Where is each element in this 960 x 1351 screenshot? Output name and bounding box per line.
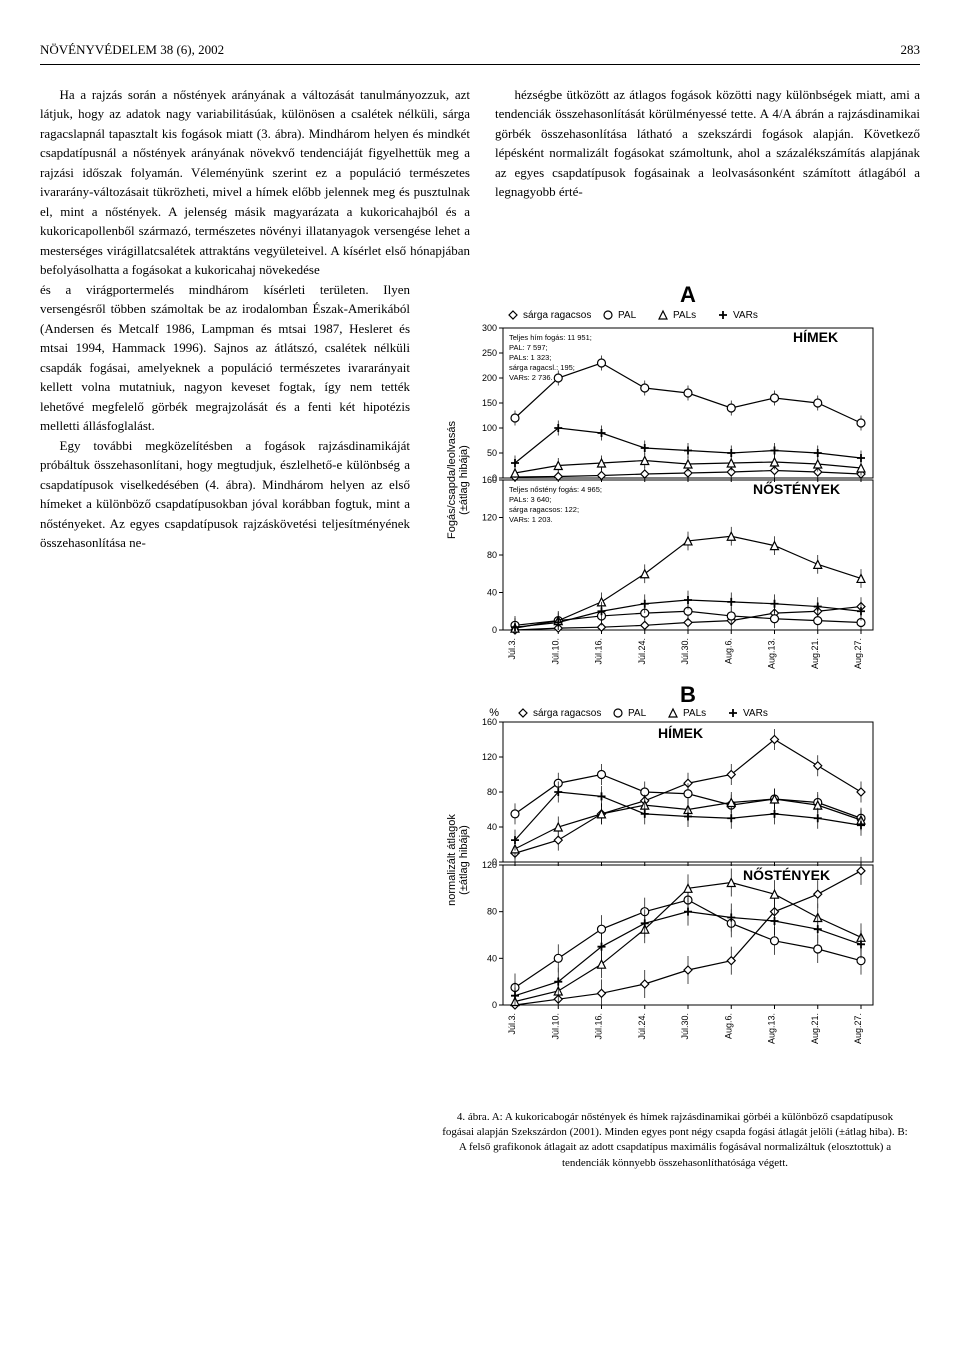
- svg-text:VARs: VARs: [743, 708, 768, 719]
- svg-text:normalizált átlagok: normalizált átlagok: [446, 813, 458, 905]
- journal-title: NÖVÉNYVÉDELEM 38 (6), 2002: [40, 40, 224, 60]
- svg-text:120: 120: [482, 752, 497, 762]
- svg-text:(±átlag hibája): (±átlag hibája): [458, 445, 470, 515]
- svg-text:sárga ragacsos: sárga ragacsos: [533, 708, 601, 719]
- svg-text:PALs: 1 323;: PALs: 1 323;: [509, 353, 551, 362]
- svg-text:50: 50: [487, 448, 497, 458]
- svg-text:160: 160: [482, 717, 497, 727]
- svg-text:sárga ragacsl.: 195;: sárga ragacsl.: 195;: [509, 363, 575, 372]
- svg-text:120: 120: [482, 860, 497, 870]
- top-left-text: Ha a rajzás során a nőstények arányának …: [40, 85, 470, 280]
- svg-text:PAL: 7 597;: PAL: 7 597;: [509, 343, 548, 352]
- svg-text:40: 40: [487, 587, 497, 597]
- svg-text:PAL: PAL: [618, 310, 637, 321]
- svg-text:Aug.27.: Aug.27.: [853, 638, 863, 669]
- figure-caption: 4. ábra. A: A kukoricabogár nőstények és…: [430, 1110, 920, 1172]
- svg-text:sárga ragacsos: 122;: sárga ragacsos: 122;: [509, 505, 579, 514]
- svg-text:0: 0: [492, 625, 497, 635]
- svg-text:Aug.6.: Aug.6.: [723, 638, 733, 664]
- svg-text:VARs: 2 736.: VARs: 2 736.: [509, 373, 553, 382]
- svg-text:Aug.21.: Aug.21.: [810, 638, 820, 669]
- svg-text:80: 80: [487, 550, 497, 560]
- body-text-column: és a virágportermelés mindhárom kísérlet…: [40, 280, 410, 1172]
- svg-text:80: 80: [487, 787, 497, 797]
- svg-text:40: 40: [487, 822, 497, 832]
- svg-text:Júl.10.: Júl.10.: [550, 1013, 560, 1040]
- svg-text:Aug.6.: Aug.6.: [723, 1013, 733, 1039]
- svg-text:Júl.24.: Júl.24.: [637, 1013, 647, 1040]
- svg-text:Júl.30.: Júl.30.: [680, 1013, 690, 1040]
- svg-text:Aug.27.: Aug.27.: [853, 1013, 863, 1044]
- svg-text:HÍMEK: HÍMEK: [658, 725, 703, 741]
- svg-text:150: 150: [482, 398, 497, 408]
- svg-text:sárga ragacsos: sárga ragacsos: [523, 310, 591, 321]
- svg-text:PALs: PALs: [683, 708, 706, 719]
- svg-text:Júl.16.: Júl.16.: [594, 638, 604, 665]
- svg-text:40: 40: [487, 953, 497, 963]
- svg-text:NŐSTÉNYEK: NŐSTÉNYEK: [743, 866, 830, 883]
- svg-text:Júl.3.: Júl.3.: [507, 1013, 517, 1035]
- svg-text:200: 200: [482, 373, 497, 383]
- top-right-text: hézségbe ütközött az átlagos fogások köz…: [495, 85, 920, 280]
- svg-text:0: 0: [492, 1000, 497, 1010]
- svg-text:Aug.13.: Aug.13.: [767, 638, 777, 669]
- svg-text:Júl.16.: Júl.16.: [594, 1013, 604, 1040]
- svg-text:250: 250: [482, 348, 497, 358]
- svg-text:Júl.24.: Júl.24.: [637, 638, 647, 665]
- svg-text:B: B: [680, 682, 696, 707]
- svg-text:Fogás/csapda/leolvasás: Fogás/csapda/leolvasás: [446, 420, 458, 539]
- svg-text:NŐSTÉNYEK: NŐSTÉNYEK: [753, 480, 840, 497]
- svg-text:80: 80: [487, 906, 497, 916]
- svg-text:Aug.21.: Aug.21.: [810, 1013, 820, 1044]
- svg-text:PAL: PAL: [628, 708, 647, 719]
- svg-text:160: 160: [482, 475, 497, 485]
- svg-text:Teljes nőstény fogás: 4 965;: Teljes nőstény fogás: 4 965;: [509, 485, 602, 494]
- svg-text:VARs: 1 203.: VARs: 1 203.: [509, 515, 553, 524]
- svg-text:Júl.10.: Júl.10.: [550, 638, 560, 665]
- svg-text:A: A: [680, 282, 696, 307]
- svg-text:(±átlag hibája): (±átlag hibája): [458, 825, 470, 895]
- svg-text:PALs: 3 640;: PALs: 3 640;: [509, 495, 551, 504]
- svg-text:300: 300: [482, 323, 497, 333]
- page-header: NÖVÉNYVÉDELEM 38 (6), 2002 283: [40, 40, 920, 65]
- svg-text:Teljes hím fogás: 11 951;: Teljes hím fogás: 11 951;: [509, 333, 592, 342]
- svg-text:VARs: VARs: [733, 310, 758, 321]
- svg-text:Júl.30.: Júl.30.: [680, 638, 690, 665]
- page-number: 283: [901, 40, 921, 60]
- svg-text:HÍMEK: HÍMEK: [793, 329, 838, 345]
- svg-text:100: 100: [482, 423, 497, 433]
- svg-text:Aug.13.: Aug.13.: [767, 1013, 777, 1044]
- svg-text:Júl.3.: Júl.3.: [507, 638, 517, 660]
- figure-column: Asárga ragacsos PAL PALs VARs 0 50 100 150 200 25…: [430, 280, 920, 1172]
- svg-text:PALs: PALs: [673, 310, 696, 321]
- svg-text:120: 120: [482, 512, 497, 522]
- figure-4: Asárga ragacsos PAL PALs VARs 0 50 100 150 200 25…: [435, 280, 915, 1100]
